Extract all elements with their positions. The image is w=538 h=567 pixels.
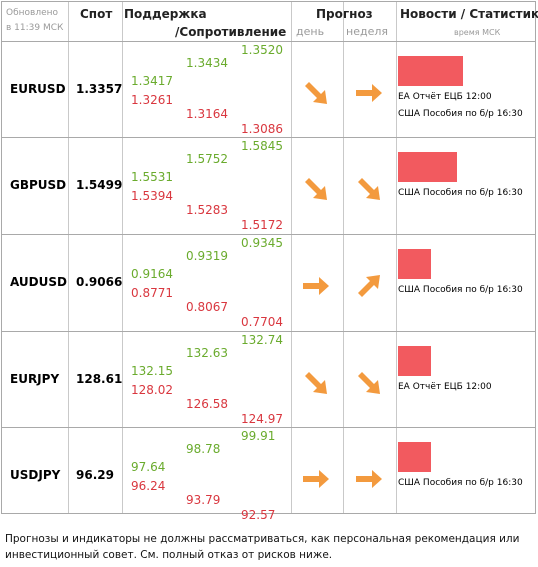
pair-symbol: GBPUSD [10,178,67,192]
updated-time: Обновлено в 11:39 МСК [6,8,64,33]
support-high: 97.64 [131,460,166,474]
news-item: ЕА Отчёт ЕЦБ 12:00 [398,382,492,392]
row-divider [2,427,535,428]
news-item: ЕА Отчёт ЕЦБ 12:00 [398,92,492,102]
support-low: 1.5394 [131,189,173,203]
news-item: США Пособия по б/р 16:30 [398,285,523,295]
mid-high: 0.9319 [186,249,228,263]
resistance-low: 1.5172 [241,218,283,232]
resistance-high: 99.91 [241,429,276,443]
news-item: США Пособия по б/р 16:30 [398,478,523,488]
forecast-table [1,1,536,514]
mid-low: 126.58 [186,397,228,411]
row-divider [2,234,535,235]
spot-price: 96.29 [76,468,114,482]
news-importance-bar [398,249,431,279]
pair-symbol: EURJPY [10,372,60,386]
support-high: 132.15 [131,364,173,378]
mid-low: 1.5283 [186,203,228,217]
pair-symbol: EURUSD [10,82,66,96]
row-divider [2,331,535,332]
mid-high: 1.3434 [186,56,228,70]
day-header: день [296,25,325,38]
news-item: США Пособия по б/р 16:30 [398,109,523,119]
support-high: 0.9164 [131,267,173,281]
resistance-high: 1.5845 [241,139,283,153]
day-forecast-arrow-icon [301,78,331,108]
support-high: 1.3417 [131,74,173,88]
spot-header: Спот [80,7,113,21]
col-divider [291,2,292,513]
resistance-header: /Сопротивление [175,25,287,39]
row-divider [2,137,535,138]
support-header: Поддержка [124,7,207,21]
resistance-low: 1.3086 [241,122,283,136]
resistance-low: 0.7704 [241,315,283,329]
resistance-high: 0.9345 [241,236,283,250]
resistance-low: 92.57 [241,508,276,522]
news-importance-bar [398,56,463,86]
row-divider [2,41,535,42]
forecast-header: Прогноз [316,7,373,21]
col-divider [343,2,344,513]
spot-price: 128.61 [76,372,123,386]
week-forecast-arrow-icon [354,368,384,398]
day-forecast-arrow-icon [301,271,331,301]
mid-low: 93.79 [186,493,221,507]
col-divider [122,2,123,513]
col-divider [396,2,397,513]
news-item: США Пособия по б/р 16:30 [398,188,523,198]
week-forecast-arrow-icon [354,271,384,301]
disclaimer-text: Прогнозы и индикаторы не должны рассматр… [5,533,520,561]
day-forecast-arrow-icon [301,368,331,398]
week-forecast-arrow-icon [354,464,384,494]
news-importance-bar [398,346,431,376]
week-forecast-arrow-icon [354,78,384,108]
news-importance-bar [398,442,431,472]
support-low: 128.02 [131,383,173,397]
time-zone-label: время МСК [454,28,501,37]
week-forecast-arrow-icon [354,174,384,204]
support-low: 96.24 [131,479,166,493]
spot-price: 1.3357 [76,82,123,96]
week-header: неделя [346,25,388,38]
news-header: Новости / Статистика [400,7,538,21]
mid-high: 132.63 [186,346,228,360]
day-forecast-arrow-icon [301,464,331,494]
pair-symbol: AUDUSD [10,275,67,289]
pair-symbol: USDJPY [10,468,61,482]
resistance-high: 132.74 [241,333,283,347]
resistance-high: 1.3520 [241,43,283,57]
spot-price: 1.5499 [76,178,123,192]
col-divider [68,2,69,513]
day-forecast-arrow-icon [301,174,331,204]
support-low: 1.3261 [131,93,173,107]
news-importance-bar [398,152,457,182]
support-high: 1.5531 [131,170,173,184]
mid-high: 1.5752 [186,152,228,166]
mid-high: 98.78 [186,442,221,456]
mid-low: 0.8067 [186,300,228,314]
support-low: 0.8771 [131,286,173,300]
resistance-low: 124.97 [241,412,283,426]
mid-low: 1.3164 [186,107,228,121]
spot-price: 0.9066 [76,275,123,289]
